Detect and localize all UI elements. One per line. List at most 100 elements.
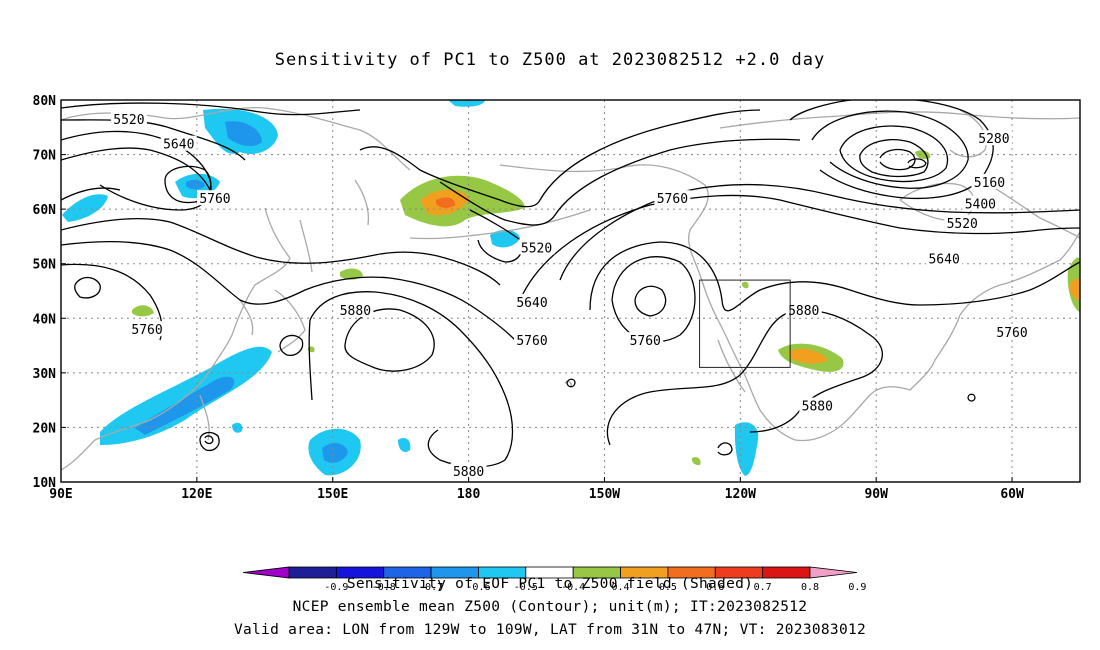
contour-line bbox=[279, 334, 304, 356]
shade-neg bbox=[62, 194, 108, 222]
contour-label-bg bbox=[799, 397, 836, 413]
shade-neg bbox=[448, 100, 485, 107]
contour-line bbox=[61, 241, 516, 341]
contour-line bbox=[879, 148, 916, 171]
contour-line bbox=[717, 442, 733, 456]
contour-label: 5760 bbox=[996, 326, 1027, 341]
footer-line-shaded: Sensitivity of EOF PC1 to Z500 field (Sh… bbox=[346, 576, 754, 592]
colorbar-tick-label: 0.8 bbox=[801, 582, 819, 593]
contour-line bbox=[61, 102, 361, 116]
contour-label: 5760 bbox=[657, 192, 688, 207]
contour-labels: 5520 5640 5760 5520 5640 5760 5880 5760 5880 5760… bbox=[110, 111, 1031, 480]
contour-line bbox=[811, 110, 969, 189]
colorbar-tick-label: -0.5 bbox=[514, 582, 538, 593]
lon-tick-label: 90E bbox=[49, 487, 72, 502]
lon-tick-label: 90W bbox=[864, 487, 888, 502]
coastline-na-west bbox=[699, 274, 836, 442]
coastline-greenland bbox=[949, 109, 987, 158]
coastline-hawaii bbox=[564, 380, 572, 387]
colorbar-arrow-high bbox=[809, 566, 858, 579]
contour-label-bg bbox=[514, 293, 551, 309]
colorbar-tick-label: 0.9 bbox=[848, 582, 866, 593]
contour-label-bg bbox=[129, 321, 166, 337]
coastline-kamchatka bbox=[354, 179, 370, 226]
contour-label-bg bbox=[944, 214, 981, 230]
contour-line bbox=[967, 393, 976, 402]
lon-tick-label: 120W bbox=[725, 487, 756, 502]
contour-label: 5880 bbox=[802, 400, 833, 415]
contour-label-bg bbox=[785, 302, 822, 318]
colorbar-tick-label: 0.7 bbox=[754, 582, 772, 593]
colorbar-tick-label: -0.9 bbox=[324, 582, 348, 593]
contour-line bbox=[204, 435, 214, 445]
lat-tick-label: 80N bbox=[33, 94, 57, 109]
lat-tick-label: 20N bbox=[33, 421, 57, 436]
coastline-gulf bbox=[834, 231, 1080, 431]
contour-line bbox=[61, 218, 501, 286]
colorbar-tick-label: 0.4 bbox=[612, 582, 630, 593]
lat-tick-label: 10N bbox=[33, 476, 57, 491]
shade-neg bbox=[225, 121, 262, 147]
coastline-sakhalin bbox=[299, 219, 313, 273]
lat-tick-label: 60N bbox=[33, 203, 57, 218]
z500-contours bbox=[61, 100, 1080, 468]
contour-label-bg bbox=[514, 332, 551, 348]
contour-line bbox=[74, 276, 101, 299]
contour-line bbox=[611, 256, 696, 343]
colorbar-tick-label: -0.7 bbox=[419, 582, 443, 593]
colorbar: -0.9 -0.8 -0.7 -0.6 -0.5 -0.4 0.4 0.5 0.6 0.7 0.8 0… bbox=[242, 566, 866, 593]
shade-neg bbox=[322, 443, 348, 463]
contour-label: 5520 bbox=[947, 217, 978, 232]
contour-line bbox=[907, 158, 927, 169]
lat-tick-label: 70N bbox=[33, 149, 57, 164]
contour-label: 5520 bbox=[113, 113, 144, 128]
shade-pos bbox=[436, 197, 456, 208]
contour-label-bg bbox=[962, 195, 999, 211]
contour-line bbox=[589, 241, 1080, 312]
lat-tick-label: 40N bbox=[33, 312, 57, 327]
contour-line bbox=[359, 109, 761, 208]
coastlines bbox=[61, 106, 1080, 471]
shade-neg bbox=[232, 422, 243, 433]
contour-label-bg bbox=[627, 332, 664, 348]
shade-pos bbox=[788, 348, 828, 364]
coastline-arctic bbox=[719, 111, 1080, 129]
colorbar-tick-label: -0.4 bbox=[561, 582, 585, 593]
contour-label-bg bbox=[196, 190, 233, 206]
lon-tick-label: 150E bbox=[317, 487, 348, 502]
contour-line bbox=[439, 138, 801, 226]
coastline-japan bbox=[274, 289, 306, 353]
valid-area-box bbox=[699, 279, 791, 368]
contour-label-bg bbox=[160, 135, 197, 151]
contour-label: 5760 bbox=[516, 334, 547, 349]
contour-line bbox=[519, 194, 1080, 301]
lon-tick-label: 60W bbox=[1000, 487, 1024, 502]
contour-label: 5880 bbox=[340, 304, 371, 319]
contour-label: 5520 bbox=[521, 241, 552, 256]
colorbar-tick-label: 0.5 bbox=[659, 582, 677, 593]
colorbar-tick-label: -0.8 bbox=[372, 582, 396, 593]
contour-line bbox=[469, 209, 523, 263]
shade-neg bbox=[135, 376, 235, 435]
contour-line bbox=[61, 119, 246, 161]
contour-label-bg bbox=[110, 111, 147, 127]
contour-label: 5760 bbox=[630, 334, 661, 349]
coastline-asia-east bbox=[61, 207, 291, 471]
contour-line bbox=[309, 291, 514, 468]
contour-line bbox=[859, 139, 929, 178]
contour-label-bg bbox=[450, 463, 487, 479]
contour-label-bg bbox=[994, 323, 1031, 339]
shade-pos bbox=[132, 305, 154, 317]
contour-line bbox=[164, 165, 212, 204]
colorbar-tick-label: -0.6 bbox=[466, 582, 490, 593]
contour-label: 5880 bbox=[788, 304, 819, 319]
contour-line bbox=[634, 285, 667, 317]
contour-line bbox=[559, 183, 1080, 281]
shade-neg bbox=[398, 438, 411, 452]
colorbar-tick-label: 0.6 bbox=[706, 582, 724, 593]
contour-line bbox=[61, 187, 121, 201]
contour-line bbox=[308, 319, 313, 401]
shade-neg bbox=[734, 422, 759, 476]
footer-line-contour: NCEP ensemble mean Z500 (Contour); unit(… bbox=[292, 599, 808, 615]
